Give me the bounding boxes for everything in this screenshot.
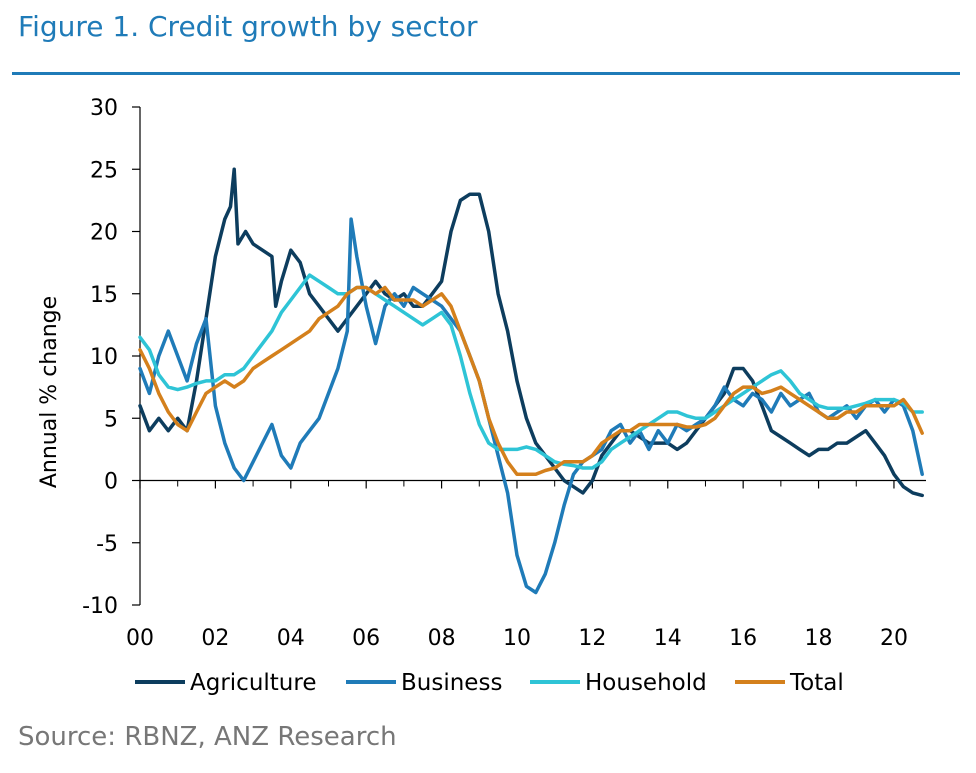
x-tick-label: 18 (805, 626, 833, 651)
y-tick-label: 0 (104, 470, 118, 495)
series-line-total (138, 285, 924, 477)
x-tick-label: 02 (201, 626, 229, 651)
x-tick-label: 14 (654, 626, 682, 651)
x-tick-label: 04 (277, 626, 305, 651)
source-note: Source: RBNZ, ANZ Research (18, 722, 397, 752)
y-tick-label: 30 (90, 96, 118, 121)
series-line-business (138, 217, 924, 595)
y-tick-label: 25 (90, 158, 118, 183)
x-tick-label: 10 (503, 626, 531, 651)
y-tick-label: 20 (90, 221, 118, 246)
x-tick-label: 20 (880, 626, 908, 651)
y-tick-label: 5 (104, 407, 118, 432)
x-tick-label: 00 (126, 626, 154, 651)
title-divider (12, 72, 960, 75)
legend-label-business: Business (401, 670, 502, 696)
y-axis-title: Annual % change (37, 296, 62, 488)
x-axis-ticks: 00 02 04 06 08 10 12 14 16 18 20 (126, 480, 908, 651)
series-line-household (138, 273, 924, 470)
series-line-agriculture (138, 167, 924, 498)
x-tick-label: 06 (352, 626, 380, 651)
figure-title: Figure 1. Credit growth by sector (18, 10, 478, 43)
y-axis-ticks: 30 25 20 15 10 5 0 -5 -10 (82, 96, 140, 619)
x-tick-label: 12 (578, 626, 606, 651)
y-tick-label: 15 (90, 283, 118, 308)
legend-label-agriculture: Agriculture (190, 670, 317, 696)
x-tick-label: 08 (428, 626, 456, 651)
legend-label-household: Household (585, 670, 707, 696)
x-tick-label: 16 (729, 626, 757, 651)
legend-label-total: Total (789, 670, 844, 696)
y-tick-label: 10 (90, 345, 118, 370)
series-lines (138, 167, 924, 595)
legend: Agriculture Business Household Total (135, 670, 844, 696)
y-tick-label: -5 (96, 532, 118, 557)
y-tick-label: -10 (82, 594, 118, 619)
